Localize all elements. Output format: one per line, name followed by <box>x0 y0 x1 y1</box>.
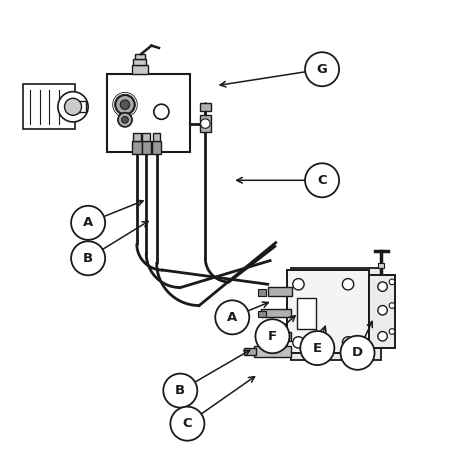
Circle shape <box>389 303 395 309</box>
Circle shape <box>154 104 169 119</box>
Bar <box>258 311 266 318</box>
Circle shape <box>122 117 128 123</box>
Circle shape <box>389 328 395 334</box>
Bar <box>287 270 369 353</box>
Bar <box>258 334 266 341</box>
Circle shape <box>116 95 135 114</box>
Circle shape <box>378 282 387 292</box>
Circle shape <box>378 331 387 341</box>
Bar <box>258 290 266 296</box>
Text: G: G <box>317 63 328 76</box>
Circle shape <box>340 336 374 370</box>
Bar <box>107 74 190 152</box>
Circle shape <box>305 52 339 86</box>
Circle shape <box>201 119 210 128</box>
Text: C: C <box>182 417 192 430</box>
Bar <box>143 134 150 141</box>
Bar <box>297 299 316 329</box>
Bar <box>153 134 160 141</box>
Circle shape <box>215 301 249 334</box>
Circle shape <box>255 319 290 353</box>
Bar <box>292 268 381 360</box>
Text: D: D <box>352 346 363 359</box>
Text: F: F <box>268 330 277 343</box>
Bar <box>369 275 395 348</box>
Bar <box>200 115 210 132</box>
Circle shape <box>71 206 105 240</box>
Bar <box>23 84 75 129</box>
Bar <box>142 141 151 155</box>
Text: B: B <box>175 384 185 397</box>
Bar <box>261 332 292 341</box>
Bar <box>378 263 384 268</box>
Circle shape <box>342 279 354 290</box>
Bar <box>254 346 292 356</box>
Circle shape <box>378 306 387 315</box>
Circle shape <box>342 337 354 348</box>
Bar <box>152 141 161 155</box>
Bar <box>244 347 256 355</box>
Circle shape <box>301 331 334 365</box>
Bar <box>261 309 292 318</box>
Bar <box>268 287 292 296</box>
Circle shape <box>118 113 132 127</box>
Circle shape <box>389 279 395 285</box>
Bar <box>134 59 146 65</box>
Text: A: A <box>227 311 237 324</box>
Circle shape <box>170 407 204 441</box>
Bar <box>73 101 86 112</box>
Text: C: C <box>317 174 327 187</box>
Bar <box>132 65 148 74</box>
Circle shape <box>120 100 130 109</box>
Circle shape <box>305 163 339 197</box>
Circle shape <box>163 374 197 408</box>
Text: E: E <box>313 342 322 355</box>
Bar <box>200 103 211 111</box>
Circle shape <box>293 337 304 348</box>
Bar <box>132 141 142 155</box>
Circle shape <box>293 279 304 290</box>
Circle shape <box>58 91 88 122</box>
Bar <box>133 134 141 141</box>
Circle shape <box>64 98 82 115</box>
Text: A: A <box>83 216 93 229</box>
Circle shape <box>71 241 105 275</box>
Bar <box>135 54 145 59</box>
Text: B: B <box>83 252 93 265</box>
